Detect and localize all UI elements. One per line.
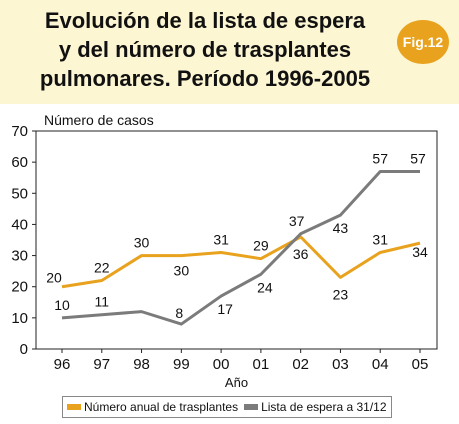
x-tick-label: 05	[412, 356, 429, 373]
y-tick-label: 20	[11, 279, 28, 296]
title-line-2: y del número de trasplantes	[58, 37, 352, 62]
series-line-waitlist	[61, 169, 420, 326]
y-tick-label: 50	[11, 185, 28, 202]
x-tick-label: 02	[292, 356, 309, 373]
legend-label-transplants: Número anual de trasplantes	[84, 400, 239, 414]
x-axis-label: Año	[225, 375, 248, 390]
y-tick-label: 30	[11, 248, 28, 265]
y-tick-label: 60	[11, 154, 28, 171]
data-label-transplants: 31	[372, 231, 388, 247]
x-tick-label: 03	[332, 356, 349, 373]
data-label-waitlist: 57	[410, 150, 426, 166]
title-line-3: pulmonares. Período 1996-2005	[39, 66, 371, 91]
data-label-waitlist: 24	[257, 279, 273, 295]
legend-item-waitlist: Lista de espera a 31/12	[244, 400, 387, 414]
chart-legend: Número anual de trasplantes Lista de esp…	[62, 396, 392, 418]
legend-swatch-transplants	[67, 404, 81, 410]
data-label-waitlist: 8	[175, 305, 183, 321]
x-tick-label: 04	[372, 356, 389, 373]
x-tick-label: 01	[253, 356, 270, 373]
chart-panel	[0, 104, 459, 424]
data-label-waitlist: 37	[289, 213, 305, 229]
data-label-waitlist: 57	[372, 150, 388, 166]
data-label-transplants: 23	[333, 286, 349, 302]
legend-item-transplants: Número anual de trasplantes	[67, 400, 238, 414]
y-tick-label: 10	[11, 310, 28, 327]
legend-swatch-waitlist	[244, 404, 259, 410]
y-tick-label: 0	[20, 341, 28, 358]
data-label-transplants: 30	[174, 263, 190, 279]
x-tick-label: 00	[213, 356, 230, 373]
data-label-transplants: 36	[293, 246, 309, 262]
data-label-transplants: 31	[213, 231, 229, 247]
legend-label-waitlist: Lista de espera a 31/12	[261, 400, 387, 414]
data-label-waitlist: 10	[54, 297, 70, 313]
plot-area	[35, 130, 438, 350]
data-label-transplants: 29	[253, 238, 269, 254]
data-label-waitlist: 11	[95, 294, 110, 310]
figure-badge: Fig.12	[397, 20, 449, 64]
y-tick-label: 70	[11, 123, 28, 140]
data-label-transplants: 34	[412, 244, 428, 260]
data-label-transplants: 20	[46, 270, 62, 286]
y-axis-label: Número de casos	[44, 112, 154, 128]
series-line-transplants	[61, 235, 421, 289]
data-label-waitlist: 17	[217, 301, 233, 317]
x-tick-label: 99	[173, 356, 190, 373]
y-tick-label: 40	[11, 216, 28, 233]
chart-title: Evolución de la lista de espera y del nú…	[0, 6, 410, 93]
data-label-waitlist: 43	[333, 220, 349, 236]
x-tick-label: 96	[54, 356, 71, 373]
x-tick-label: 98	[133, 356, 150, 373]
data-label-transplants: 30	[134, 235, 150, 251]
title-line-1: Evolución de la lista de espera	[44, 8, 366, 33]
data-label-transplants: 22	[94, 259, 110, 275]
x-tick-label: 97	[93, 356, 110, 373]
